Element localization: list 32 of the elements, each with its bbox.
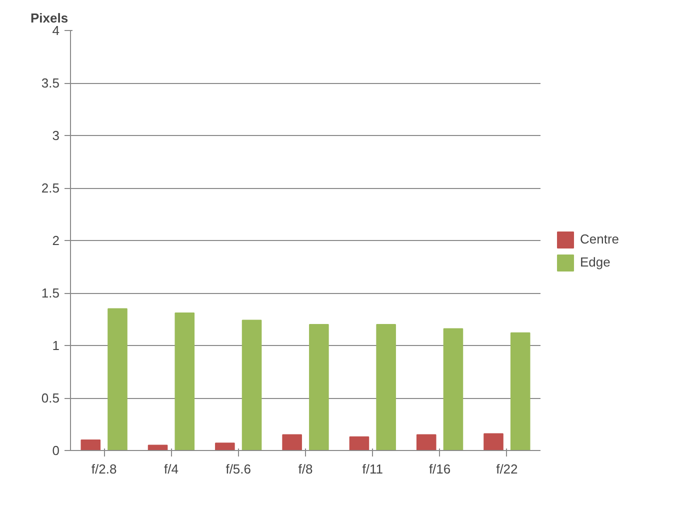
y-tick-label: 2 [52, 233, 60, 248]
bar [282, 434, 302, 450]
x-tick-label: f/8 [298, 462, 313, 476]
bar [484, 433, 504, 450]
y-tick-label: 1 [52, 338, 60, 353]
bar [309, 324, 329, 450]
legend-label: Edge [580, 254, 610, 270]
y-tick-label: 1.5 [41, 286, 60, 300]
bar [416, 434, 436, 450]
x-tick-label: f/11 [362, 462, 383, 476]
bar [80, 440, 101, 450]
x-tick-label: f/22 [496, 462, 518, 476]
x-tick-label: f/4 [164, 462, 178, 476]
bar [108, 308, 128, 450]
y-tick-label: 3.5 [41, 76, 60, 90]
legend-label: Centre [580, 232, 620, 246]
bar [510, 332, 530, 450]
y-tick-label: 0 [52, 443, 60, 458]
y-tick-label: 3 [52, 128, 60, 143]
y-tick-label: 2.5 [41, 180, 60, 196]
bar [443, 328, 464, 450]
bar [242, 320, 262, 450]
bar [376, 324, 396, 450]
x-tick-label: f/2.8 [91, 462, 117, 476]
y-axis-title: Pixels [30, 10, 68, 26]
x-tick-label: f/5.6 [226, 462, 252, 476]
y-tick-label: 4 [52, 23, 60, 38]
x-tick-label: f/16 [428, 462, 451, 476]
bar [215, 442, 235, 450]
bar [174, 312, 195, 450]
bar [349, 436, 370, 450]
y-tick-label: 0.5 [41, 390, 60, 406]
